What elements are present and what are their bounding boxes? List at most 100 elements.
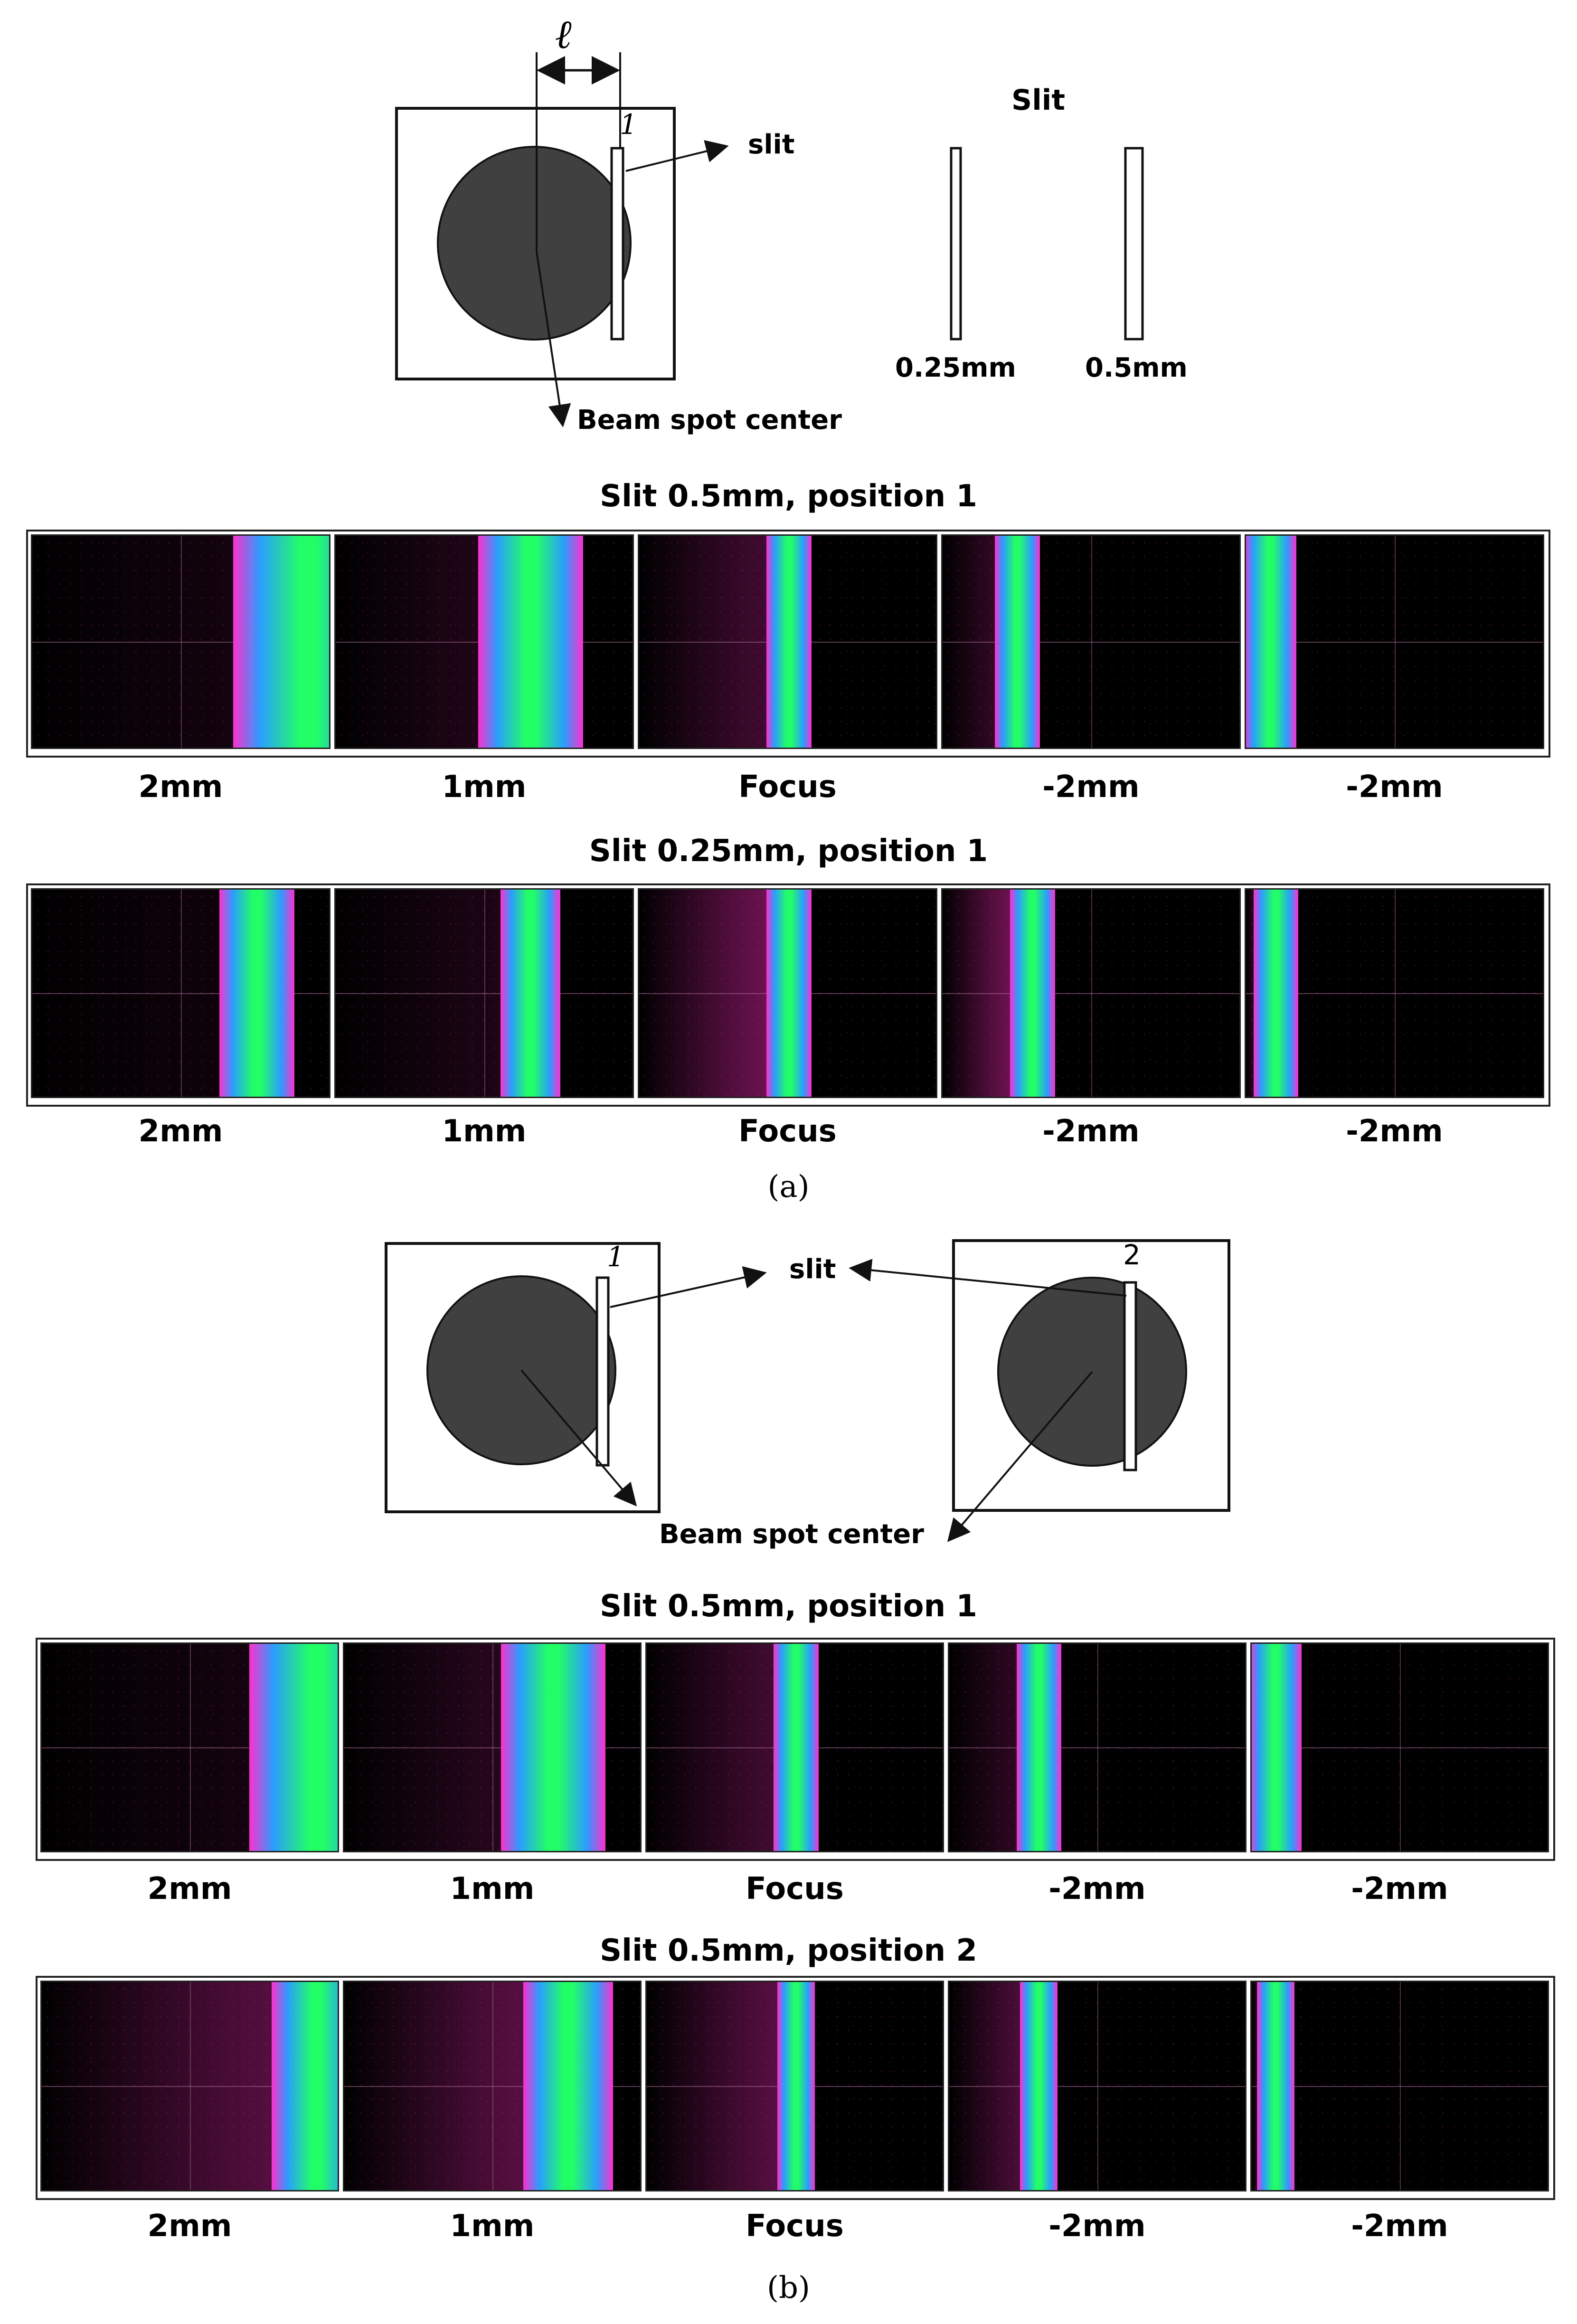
panel-caption: 1mm xyxy=(450,1871,535,1907)
crosshair-vertical xyxy=(180,536,182,748)
slit-pointer-label: slit xyxy=(748,129,795,160)
panel-caption: -2mm xyxy=(1351,2209,1448,2244)
crosshair-vertical xyxy=(484,890,485,1097)
crosshair-vertical xyxy=(1394,890,1396,1097)
beam-line xyxy=(1253,890,1299,1097)
beam-line xyxy=(774,1644,819,1851)
panel-caption: -2mm xyxy=(1346,1114,1443,1149)
beam-profile-image xyxy=(941,534,1241,749)
crosshair-vertical xyxy=(180,890,182,1097)
beam-profile-image xyxy=(334,888,634,1098)
crosshair-vertical xyxy=(1394,536,1396,748)
panel-caption: 1mm xyxy=(442,1114,527,1149)
crosshair-horizontal xyxy=(344,1747,640,1748)
slit-sample-narrow xyxy=(950,147,962,341)
panel-caption: -2mm xyxy=(1351,1871,1448,1907)
crosshair-horizontal xyxy=(336,993,633,994)
crosshair-horizontal xyxy=(943,993,1239,994)
beam-profile-image xyxy=(645,1981,944,2191)
beam-spot xyxy=(437,146,632,341)
beam-profile-image xyxy=(948,1981,1246,2191)
panel-caption: 2mm xyxy=(138,1114,223,1149)
diagram-b-frames xyxy=(385,1239,1230,1542)
beam-line xyxy=(478,536,583,748)
crosshair-horizontal xyxy=(1246,993,1543,994)
image-strip xyxy=(26,883,1550,1107)
slit-number-label-1: 1 xyxy=(607,1241,624,1273)
slit-width-label-wide: 0.5mm xyxy=(1085,352,1188,383)
beam-line xyxy=(777,1982,815,2190)
slit-number-label-2: 2 xyxy=(1123,1239,1141,1271)
panel-caption: -2mm xyxy=(1346,769,1443,805)
beam-profile-image xyxy=(1250,1642,1549,1852)
panel-caption: 2mm xyxy=(147,1871,232,1907)
image-strip xyxy=(36,1976,1555,2200)
beam-profile-image xyxy=(638,888,937,1098)
slit-number-label: 1 xyxy=(620,108,637,141)
beam-profile-image xyxy=(941,888,1241,1098)
panel-caption: 2mm xyxy=(138,769,223,805)
section-title: Slit 0.5mm, position 1 xyxy=(600,479,977,514)
crosshair-vertical xyxy=(1091,890,1092,1097)
panel-caption: Focus xyxy=(746,1871,844,1907)
beam-line xyxy=(1252,1644,1302,1851)
beam-line xyxy=(249,1644,338,1851)
beam-profile-image xyxy=(1245,888,1544,1098)
crosshair-vertical xyxy=(189,1982,191,2190)
section-title: Slit 0.5mm, position 2 xyxy=(600,1933,977,1968)
crosshair-horizontal xyxy=(42,1747,338,1748)
crosshair-horizontal xyxy=(32,993,329,994)
beam-line xyxy=(523,1982,614,2190)
panel-caption: -2mm xyxy=(1042,1114,1140,1149)
beam-line xyxy=(766,536,812,748)
beam-profile-image xyxy=(40,1981,339,2191)
crosshair-vertical xyxy=(1091,536,1092,748)
beam-line xyxy=(272,1982,338,2190)
slit-sample-wide xyxy=(1124,147,1144,341)
beam-profile-image xyxy=(31,888,331,1098)
beam-line xyxy=(766,890,812,1097)
beam-line xyxy=(1010,890,1055,1097)
beam-profile-image xyxy=(334,534,634,749)
beam-line xyxy=(1246,536,1296,748)
crosshair-vertical xyxy=(1399,1982,1401,2190)
slit-bar-position-1 xyxy=(595,1276,610,1467)
beam-profile-image xyxy=(645,1642,944,1852)
beam-profile-image xyxy=(948,1642,1246,1852)
crosshair-horizontal xyxy=(949,2086,1245,2087)
panel-caption: Focus xyxy=(738,769,837,805)
crosshair-horizontal xyxy=(943,642,1239,643)
beam-line xyxy=(995,536,1040,748)
panel-caption: Focus xyxy=(738,1114,837,1149)
crosshair-vertical xyxy=(1097,1644,1098,1851)
slit-bar-position-1 xyxy=(610,147,624,341)
length-symbol: ℓ xyxy=(556,10,573,57)
diagram-a-frame xyxy=(395,52,729,427)
beam-line xyxy=(501,1644,606,1851)
crosshair-horizontal xyxy=(42,2086,338,2087)
crosshair-horizontal xyxy=(344,2086,640,2087)
panel-caption: 1mm xyxy=(442,769,527,805)
panel-caption: -2mm xyxy=(1048,2209,1146,2244)
crosshair-horizontal xyxy=(949,1747,1245,1748)
crosshair-horizontal xyxy=(32,642,329,643)
beam-line xyxy=(500,890,561,1097)
beam-line xyxy=(1020,1982,1058,2190)
slit-pointer-label: slit xyxy=(789,1254,836,1285)
beam-profile-image xyxy=(1245,534,1544,749)
slit-width-samples xyxy=(950,147,1144,341)
panel-caption: -2mm xyxy=(1048,1871,1146,1907)
slit-widths-title: Slit xyxy=(1011,84,1066,117)
slit-width-label-narrow: 0.25mm xyxy=(895,352,1016,383)
crosshair-horizontal xyxy=(1252,1747,1548,1748)
beam-profile-image xyxy=(40,1642,339,1852)
beam-line xyxy=(219,890,295,1097)
section-title: Slit 0.5mm, position 1 xyxy=(600,1589,977,1624)
figure-label-a: (a) xyxy=(767,1169,810,1205)
crosshair-vertical xyxy=(1097,1982,1098,2190)
beam-profile-image xyxy=(343,1642,642,1852)
panel-caption: 2mm xyxy=(147,2209,232,2244)
beam-profile-image xyxy=(343,1981,642,2191)
crosshair-vertical xyxy=(189,1644,191,1851)
